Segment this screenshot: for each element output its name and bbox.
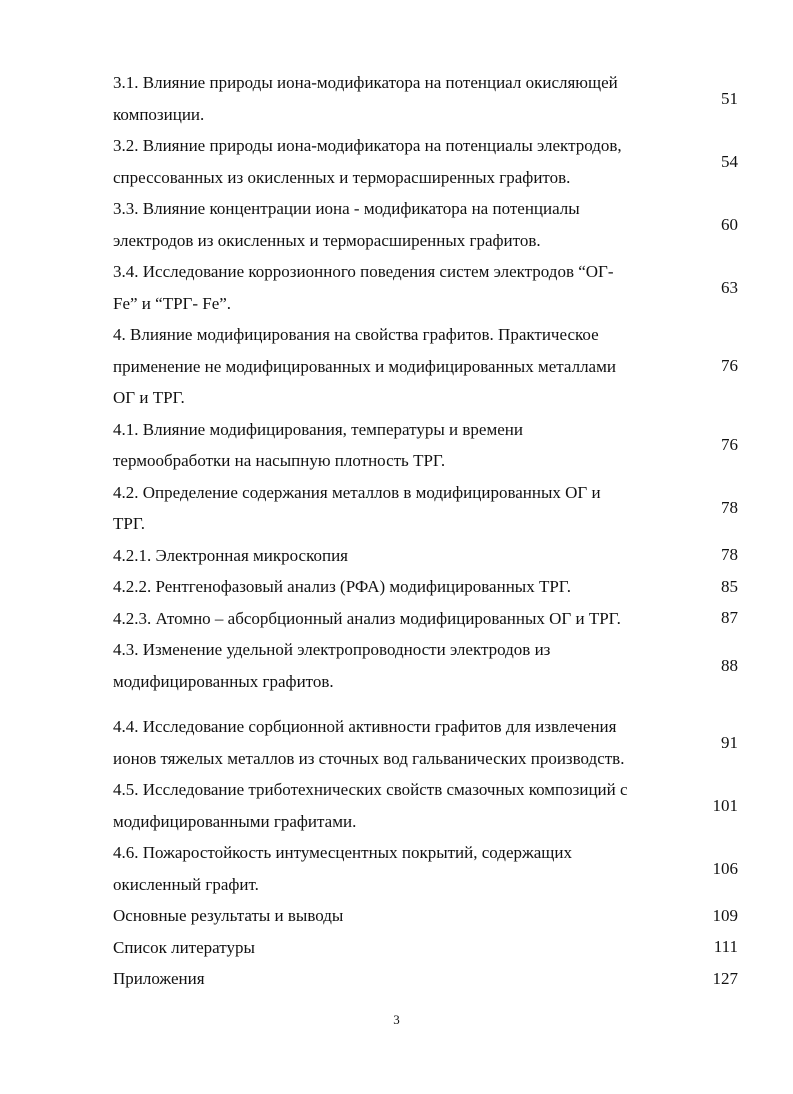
toc-entry-page: 76 [721,435,738,454]
toc-entry-title: Приложения [113,963,693,995]
toc-entry: 4.3. Изменение удельной электропроводнос… [113,634,738,697]
toc-entry: 4.4. Исследование сорбционной активности… [113,711,738,774]
table-of-contents: 3.1. Влияние природы иона-модификатора н… [113,67,738,995]
toc-entry-line: 4.1. Влияние модифицирования, температур… [113,419,523,439]
toc-entry-page: 87 [721,608,738,628]
page-number: 3 [393,1012,400,1027]
toc-entry: 3.1. Влияние природы иона-модификатора н… [113,67,738,130]
toc-entry-title: 3.3. Влияние концентрации иона - модифик… [113,193,693,256]
toc-entry: 3.4. Исследование коррозионного поведени… [113,256,738,319]
toc-entry-title: 3.1. Влияние природы иона-модификатора н… [113,67,693,130]
toc-entry: 3.3. Влияние концентрации иона - модифик… [113,193,738,256]
toc-entry-line: ионов тяжелых металлов из сточных вод га… [113,748,625,768]
spacer [113,697,738,711]
toc-entry-title: 4.3. Изменение удельной электропроводнос… [113,634,693,697]
toc-entry-title: 4.2.1. Электронная микроскопия [113,540,693,572]
toc-entry-title: Основные результаты и выводы [113,900,693,932]
toc-entry-line: спрессованных из окисленных и терморасши… [113,167,571,187]
toc-entry-line: 4.3. Изменение удельной электропроводнос… [113,640,551,659]
toc-entry-line: электродов из окисленных и терморасширен… [113,230,541,250]
toc-entry: 4.2.2. Рентгенофазовый анализ (РФА) моди… [113,571,738,603]
toc-entry-page: 111 [713,937,738,957]
toc-entry-page: 51 [721,88,738,108]
toc-entry: 3.2. Влияние природы иона-модификатора н… [113,130,738,193]
toc-entry: 4. Влияние модифицирования на свойства г… [113,319,738,414]
toc-entry-line: 4.2. Определение содержания металлов в м… [113,482,601,502]
toc-entry-title: 4.5. Исследование триботехнических свойс… [113,774,693,837]
toc-entry: 4.2.1. Электронная микроскопия 78 [113,540,738,572]
toc-entry: 4.2.3. Атомно – абсорбционный анализ мод… [113,603,738,635]
toc-entry-title: 3.2. Влияние природы иона-модификатора н… [113,130,693,193]
toc-entry-page: 109 [712,905,739,925]
toc-entry-line: ТРГ. [113,514,145,533]
toc-entry: 4.2. Определение содержания металлов в м… [113,477,738,540]
toc-entry-line: 4.2.3. Атомно – абсорбционный анализ мод… [113,608,621,628]
toc-entry-title: Список литературы [113,932,693,964]
toc-entry-line: композиции. [113,104,205,124]
toc-entry: Основные результаты и выводы 109 [113,900,738,932]
toc-entry-title: 3.4. Исследование коррозионного поведени… [113,256,693,319]
toc-entry-line: 4. Влияние модифицирования на свойства г… [113,325,599,344]
toc-entry-line: 4.2.1. Электронная микроскопия [113,545,349,565]
toc-entry-line: Fe” и “ТРГ- Fe”. [113,293,232,313]
toc-entry-line: Приложения [113,969,205,988]
toc-entry-line: 3.3. Влияние концентрации иона - модифик… [113,199,580,218]
toc-entry-page: 101 [712,795,739,815]
toc-entry-page: 78 [721,498,738,517]
toc-entry: 4.1. Влияние модифицирования, температур… [113,414,738,477]
toc-entry: Приложения 127 [113,963,738,995]
toc-entry-line: 3.4. Исследование коррозионного поведени… [113,262,614,281]
toc-entry-title: 4.2.3. Атомно – абсорбционный анализ мод… [113,603,693,635]
toc-entry-page: 88 [721,655,738,675]
toc-entry-title: 4.1. Влияние модифицирования, температур… [113,414,693,477]
toc-entry-page: 85 [721,576,738,596]
toc-entry-page: 127 [712,968,739,988]
toc-entry-title: 4.4. Исследование сорбционной активности… [113,711,693,774]
toc-entry-page: 63 [721,277,738,297]
toc-entry-page: 91 [721,732,738,752]
toc-entry-line: 4.5. Исследование триботехнических свойс… [113,780,628,799]
toc-entry-line: 3.2. Влияние природы иона-модификатора н… [113,136,622,155]
toc-entry-page: 60 [721,214,738,234]
toc-entry-line: 4.2.2. Рентгенофазовый анализ (РФА) моди… [113,577,571,596]
toc-entry-line: 3.1. Влияние природы иона-модификатора н… [113,73,618,92]
toc-entry-line: Основные результаты и выводы [113,906,344,925]
toc-entry-title: 4.6. Пожаростойкость интумесцентных покр… [113,837,693,900]
toc-entry-title: 4. Влияние модифицирования на свойства г… [113,319,693,414]
toc-entry-line: окисленный графит. [113,874,259,894]
toc-entry-line: Список литературы [113,937,255,957]
toc-entry-page: 106 [712,858,739,878]
toc-entry: 4.5. Исследование триботехнических свойс… [113,774,738,837]
toc-entry: 4.6. Пожаростойкость интумесцентных покр… [113,837,738,900]
toc-entry-line: модифицированных графитов. [113,671,334,691]
toc-entry-line: применение не модифицированных и модифиц… [113,356,616,376]
toc-entry-title: 4.2. Определение содержания металлов в м… [113,477,693,540]
toc-entry-page: 78 [721,545,738,565]
toc-entry-page: 54 [721,151,738,171]
toc-entry-line: ОГ и ТРГ. [113,388,185,407]
toc-entry: Список литературы 111 [113,932,738,964]
toc-entry-title: 4.2.2. Рентгенофазовый анализ (РФА) моди… [113,571,693,603]
toc-entry-line: 4.6. Пожаростойкость интумесцентных покр… [113,843,572,862]
toc-entry-page: 76 [721,356,738,376]
toc-entry-line: модифицированными графитами. [113,811,357,831]
toc-entry-line: термообработки на насыпную плотность ТРГ… [113,451,446,470]
toc-entry-line: 4.4. Исследование сорбционной активности… [113,717,617,736]
